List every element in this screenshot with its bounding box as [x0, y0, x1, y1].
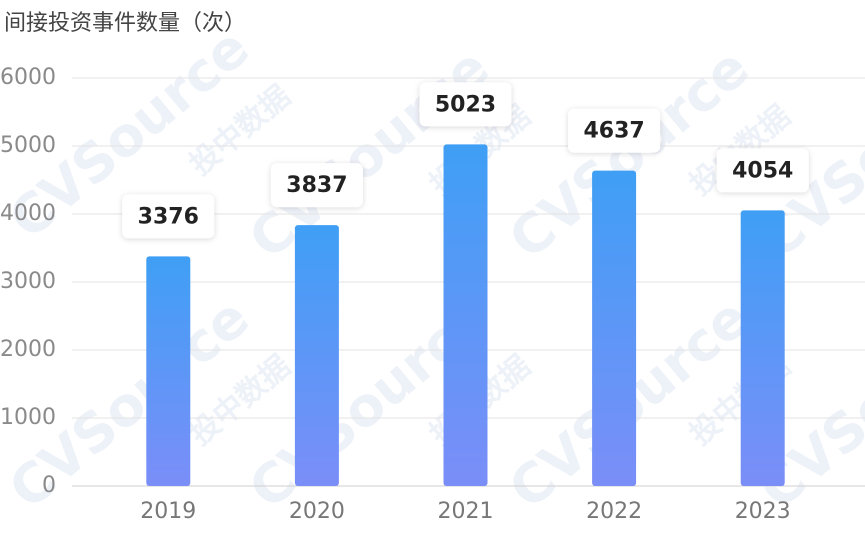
label-bg — [270, 163, 363, 208]
chart-title: 间接投资事件数量（次） — [4, 11, 246, 36]
x-tick-label: 2019 — [140, 499, 196, 524]
label-bg — [716, 148, 809, 193]
data-label-box: 4637 — [568, 108, 661, 153]
y-tick-label: 3000 — [0, 269, 56, 294]
x-tick-label: 2020 — [289, 499, 345, 524]
bar — [146, 256, 191, 486]
y-tick-label: 1000 — [0, 405, 56, 430]
label-bg — [122, 194, 215, 239]
bar — [443, 144, 488, 486]
y-tick-label: 5000 — [0, 133, 56, 158]
y-tick-label: 0 — [42, 473, 56, 498]
y-tick-label: 2000 — [0, 337, 56, 362]
bar — [740, 210, 785, 486]
data-label: 3376 — [138, 204, 199, 229]
data-label-box: 4054 — [716, 148, 809, 193]
data-label: 5023 — [435, 92, 496, 117]
bar — [592, 170, 637, 486]
data-label: 4637 — [583, 119, 644, 144]
label-bg — [568, 108, 661, 153]
x-tick-label: 2023 — [735, 499, 791, 524]
y-tick-label: 6000 — [0, 65, 56, 90]
label-bg — [419, 82, 512, 127]
data-label: 4054 — [732, 158, 793, 183]
x-tick-label: 2021 — [438, 499, 494, 524]
bar — [294, 225, 339, 487]
x-tick-label: 2022 — [586, 499, 642, 524]
data-label-box: 5023 — [419, 82, 512, 127]
data-label-box: 3837 — [270, 163, 363, 208]
data-label: 3837 — [286, 173, 347, 198]
y-tick-label: 4000 — [0, 201, 56, 226]
data-label-box: 3376 — [122, 194, 215, 239]
